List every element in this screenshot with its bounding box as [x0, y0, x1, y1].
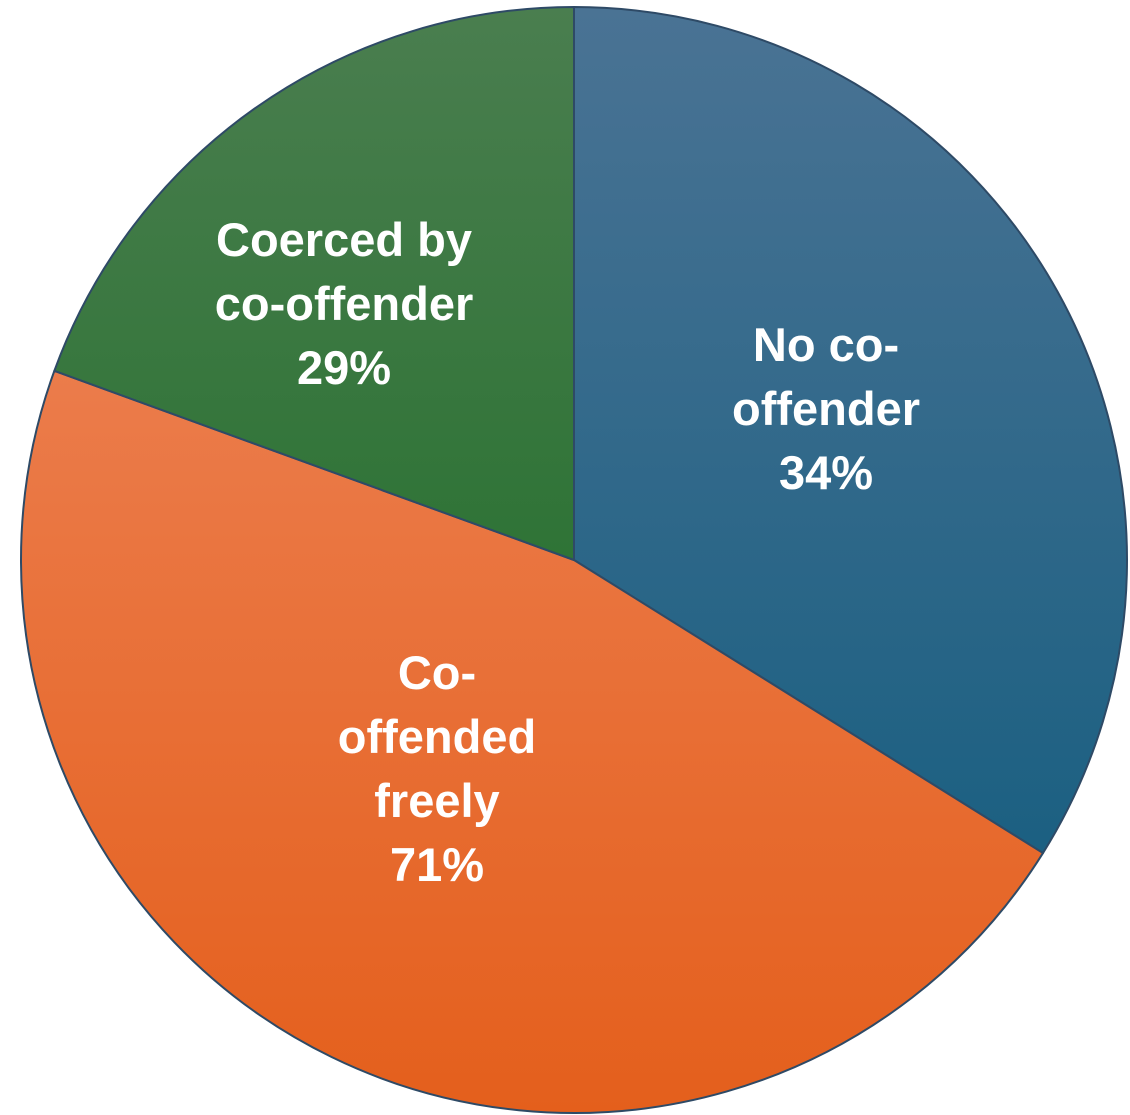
slice-coerced-by-co-offender [53, 6, 575, 561]
pie-labels: No co-offender 34% Co-offended freely 71% Coe… [215, 213, 920, 891]
label-coerced-by-co-offender: Coerced by co-offender 29% [215, 213, 474, 394]
label-no-co-offender: No co-offender 34% [732, 318, 920, 499]
label-coerced-by-co-offender-line: Coerced by [216, 213, 472, 266]
label-coerced-by-co-offender-value: 29% [297, 341, 391, 394]
label-co-offended-freely-line: offended [338, 710, 536, 763]
label-no-co-offender-line: offender [732, 382, 920, 435]
label-co-offended-freely-value: 71% [390, 838, 484, 891]
slice-no-co-offender [573, 6, 1128, 855]
label-no-co-offender-line: No co- [753, 318, 899, 371]
label-no-co-offender-value: 34% [779, 446, 873, 499]
pie-slices [20, 6, 1128, 1114]
slice-co-offended-freely [20, 369, 1044, 1114]
label-co-offended-freely-line: Co- [398, 646, 476, 699]
label-co-offended-freely: Co-offended freely 71% [338, 646, 536, 891]
label-coerced-by-co-offender-line: co-offender [215, 277, 474, 330]
label-co-offended-freely-line: freely [374, 774, 499, 827]
